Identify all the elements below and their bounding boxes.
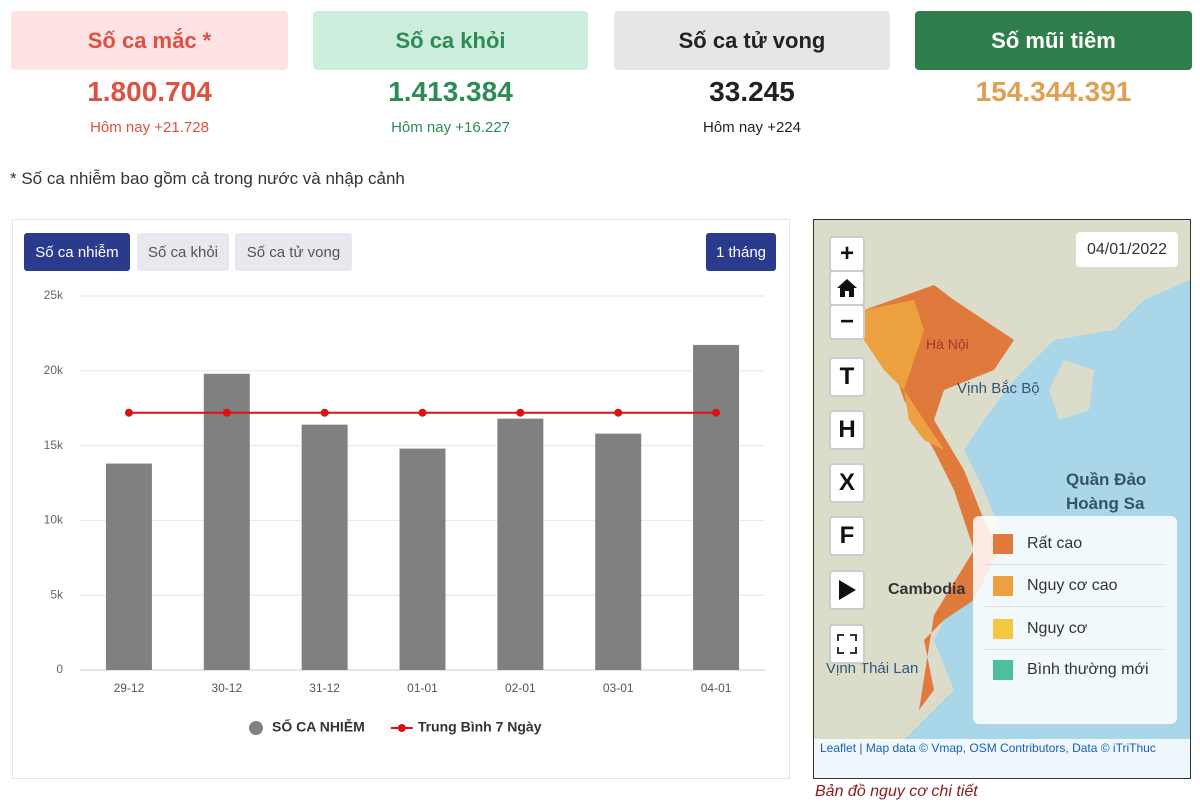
legend-marker	[249, 721, 263, 735]
bar	[693, 344, 740, 670]
point	[222, 408, 231, 417]
point	[418, 408, 427, 417]
legend-label: Rất cao	[1027, 535, 1083, 552]
point	[614, 408, 623, 417]
fullscreen-button[interactable]	[829, 624, 865, 664]
y-tick-label: 0	[56, 662, 63, 676]
map-caption[interactable]: Bản đồ nguy cơ chi tiết	[815, 783, 978, 800]
chart: 0 5k 10k 15k 20k 25k 29-12 30-12 31-12 01-01 02-01…	[44, 288, 765, 735]
point	[516, 408, 525, 417]
map-label: Hà Nội	[926, 336, 969, 352]
value: 1.800.704	[87, 76, 212, 107]
legend-item: Rất cao	[985, 524, 1165, 565]
home-button[interactable]	[829, 270, 865, 306]
today: Hôm nay +16.227	[391, 119, 510, 136]
map-label: Quần Đảo	[1066, 470, 1147, 489]
y-tick-label: 25k	[44, 288, 64, 302]
point	[712, 408, 721, 417]
tab[interactable]: Số ca tử vong	[235, 233, 352, 271]
point	[320, 408, 329, 417]
x-tick-label: 03-01	[603, 681, 634, 695]
y-tick-label: 20k	[44, 363, 64, 377]
legend-item: Nguy cơ cao	[985, 566, 1165, 607]
value: 33.245	[709, 76, 795, 107]
legend-item: Bình thường mới	[985, 650, 1165, 690]
x-tick-label: 04-01	[701, 681, 732, 695]
legend-marker	[397, 724, 406, 732]
bar	[105, 463, 152, 670]
tab[interactable]: Số ca nhiễm	[24, 233, 130, 271]
bar	[497, 418, 544, 670]
attribution: Leaflet | Map data © Vmap, OSM Contribut…	[814, 739, 1190, 778]
x-tick-label: 02-01	[505, 681, 536, 695]
legend-label: Nguy cơ cao	[1027, 577, 1118, 594]
bar	[301, 424, 348, 670]
tab[interactable]: Số ca khỏi	[137, 233, 229, 271]
map-button[interactable]: X	[829, 463, 865, 503]
play-button[interactable]	[829, 570, 865, 610]
legend-label: Nguy cơ	[1027, 620, 1088, 637]
legend-item: Nguy cơ	[985, 609, 1165, 650]
y-tick-label: 5k	[50, 587, 64, 601]
card-deaths: Số ca tử vong	[614, 11, 890, 70]
map-label: Vịnh Thái Lan	[826, 660, 919, 677]
map-button[interactable]: T	[829, 357, 865, 397]
x-tick-label: 01-01	[407, 681, 438, 695]
legend-label: Bình thường mới	[1027, 661, 1149, 678]
y-tick-label: 15k	[44, 438, 64, 452]
today: Hôm nay +224	[703, 119, 801, 136]
bar	[595, 433, 642, 670]
map-button[interactable]: F	[829, 516, 865, 556]
range-button[interactable]: 1 tháng	[706, 233, 776, 271]
bar	[203, 373, 250, 670]
card-cases: Số ca mắc *	[11, 11, 288, 70]
y-tick-label: 10k	[44, 513, 64, 527]
card-vaccines: Số mũi tiêm	[915, 11, 1192, 70]
map-label: Cambodia	[888, 581, 966, 598]
chart-panel	[12, 219, 790, 779]
map-button[interactable]: H	[829, 410, 865, 450]
note: * Số ca nhiễm bao gồm cả trong nước và n…	[10, 169, 405, 188]
x-tick-label: 30-12	[211, 681, 242, 695]
legend-label: Trung Bình 7 Ngày	[418, 719, 542, 735]
x-tick-label: 29-12	[114, 681, 145, 695]
x-tick-label: 31-12	[309, 681, 340, 695]
legend-label: SỐ CA NHIỄM	[272, 718, 365, 735]
map-label: Vịnh Bắc Bộ	[957, 380, 1040, 397]
value: 1.413.384	[388, 76, 513, 107]
zoom-in[interactable]: +	[829, 236, 865, 272]
point	[124, 408, 133, 417]
map-label: Hoàng Sa	[1066, 494, 1145, 513]
value: 154.344.391	[975, 76, 1132, 107]
today: Hôm nay +21.728	[90, 119, 209, 136]
card-recovered: Số ca khỏi	[313, 11, 588, 70]
map-date: 04/01/2022	[1076, 232, 1178, 267]
bar	[399, 448, 446, 670]
zoom-out[interactable]: −	[829, 304, 865, 340]
